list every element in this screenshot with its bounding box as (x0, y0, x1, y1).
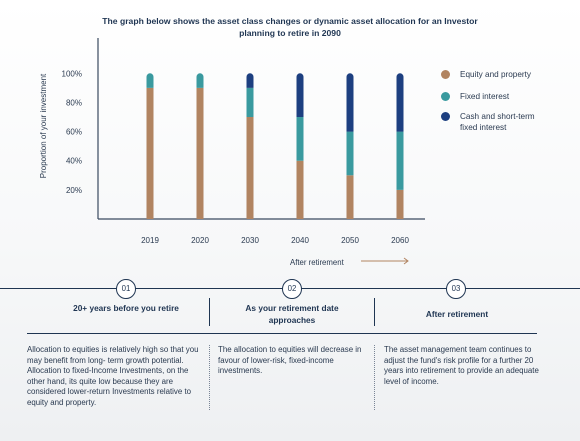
section-divider (27, 333, 537, 335)
text-divider (374, 345, 375, 410)
chart-legend: Equity and property Fixed interest Cash … (441, 69, 571, 133)
fixed-interest-color-dot (441, 92, 450, 101)
step-number-01: 01 (116, 279, 136, 299)
bar-segment-2019-1 (146, 73, 154, 88)
step-title-02: As your retirement date approaches (245, 303, 339, 325)
bar-segment-2020-1 (196, 73, 204, 88)
bar-segment-2050-2 (346, 73, 354, 132)
y-tick-label: 20% (66, 186, 82, 195)
bar-segment-2030-1 (246, 87, 254, 118)
step-number-02: 02 (282, 279, 302, 299)
bar-segment-2040-0 (296, 160, 304, 219)
bar-segment-2019-0 (146, 87, 154, 220)
x-tick-label: 2030 (241, 236, 259, 245)
chart-title: The graph below shows the asset class ch… (102, 16, 478, 38)
x-tick-label: 2020 (191, 236, 209, 245)
bar-segment-2040-1 (296, 117, 304, 161)
allocation-chart: 20% 40% 60% 80% 100% 2019 2020 2030 2040 2050 206… (62, 38, 425, 245)
bar-segment-2050-1 (346, 131, 354, 176)
after-retirement-label: After retirement (290, 258, 344, 267)
step-number-03: 03 (446, 279, 466, 299)
x-tick-label: 2060 (391, 236, 409, 245)
arrow-right-icon (361, 257, 409, 265)
y-tick-label: 40% (66, 157, 82, 166)
x-tick-label: 2050 (341, 236, 359, 245)
legend-label: Cash and short-term fixed interest (460, 112, 535, 132)
bar-segment-2060-1 (396, 131, 404, 190)
step-divider (374, 298, 375, 326)
legend-item-equity: Equity and property (441, 69, 571, 91)
step-text-03: The asset management team continues to a… (384, 345, 539, 386)
y-tick-label: 100% (62, 69, 82, 78)
legend-item-fixed-interest: Fixed interest (441, 91, 571, 111)
cash-color-dot (441, 112, 450, 121)
text-divider (209, 345, 210, 410)
bar-segment-2060-2 (396, 73, 404, 132)
step-text-01: Allocation to equities is relatively hig… (27, 345, 199, 407)
y-axis-title: Proportion of your investment (39, 73, 48, 179)
bar-segment-2060-0 (396, 189, 404, 219)
step-text-02: The allocation to equities will decrease… (218, 345, 362, 375)
y-tick-label: 80% (66, 98, 82, 107)
step-title-03: After retirement (425, 309, 489, 319)
x-tick-label: 2019 (141, 236, 159, 245)
bar-segment-2030-0 (246, 117, 254, 219)
bar-segment-2030-2 (246, 73, 254, 88)
bar-segment-2040-2 (296, 73, 304, 118)
legend-item-cash: Cash and short-term fixed interest (441, 111, 552, 133)
step-title-01: 20+ years before you retire (73, 303, 179, 313)
y-tick-label: 60% (66, 128, 82, 137)
legend-label: Fixed interest (460, 92, 510, 101)
x-tick-label: 2040 (291, 236, 309, 245)
equity-color-dot (441, 70, 450, 79)
step-divider (209, 298, 210, 326)
bar-segment-2050-0 (346, 175, 354, 219)
bar-segment-2020-0 (196, 87, 204, 220)
legend-label: Equity and property (460, 70, 532, 79)
